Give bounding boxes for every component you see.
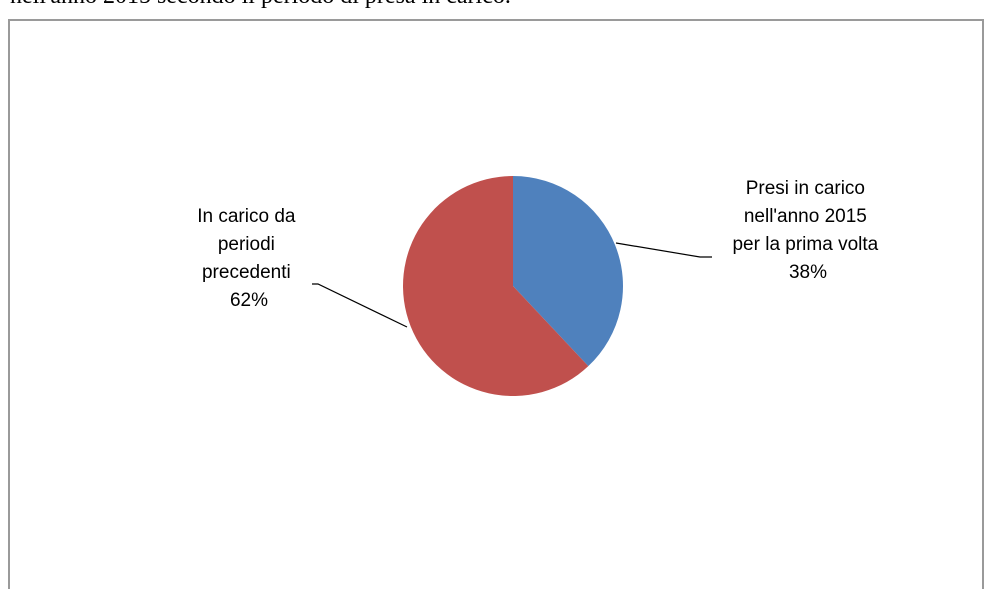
leader-line-slice-1 bbox=[615, 242, 712, 258]
slice-label-line: precedenti bbox=[202, 262, 291, 283]
figure-caption: nell'anno 2015 secondo il periodo di pre… bbox=[10, 0, 511, 10]
slice-percent-label: 38% bbox=[789, 262, 827, 283]
slice-label-line: periodi bbox=[218, 234, 275, 255]
slice-label-line: nell'anno 2015 bbox=[744, 206, 867, 227]
pie-slice-2 bbox=[402, 176, 589, 396]
slice-label-presi-in-carico: Presi in carico nell'anno 2015 per la pr… bbox=[732, 178, 883, 283]
pie-slice-1 bbox=[513, 176, 623, 367]
slice-percent-label: 62% bbox=[230, 290, 268, 311]
pie-slices bbox=[402, 176, 623, 396]
slice-label-line: In carico da bbox=[197, 206, 296, 227]
leader-line-slice-2 bbox=[312, 283, 408, 328]
slice-label-line: per la prima volta bbox=[732, 234, 878, 255]
figure-caption-strip: nell'anno 2015 secondo il periodo di pre… bbox=[0, 0, 988, 30]
slice-label-line: Presi in carico bbox=[746, 178, 865, 199]
slice-label-in-carico-da-periodi-precedenti: In carico da periodi precedenti 62% bbox=[197, 206, 301, 311]
